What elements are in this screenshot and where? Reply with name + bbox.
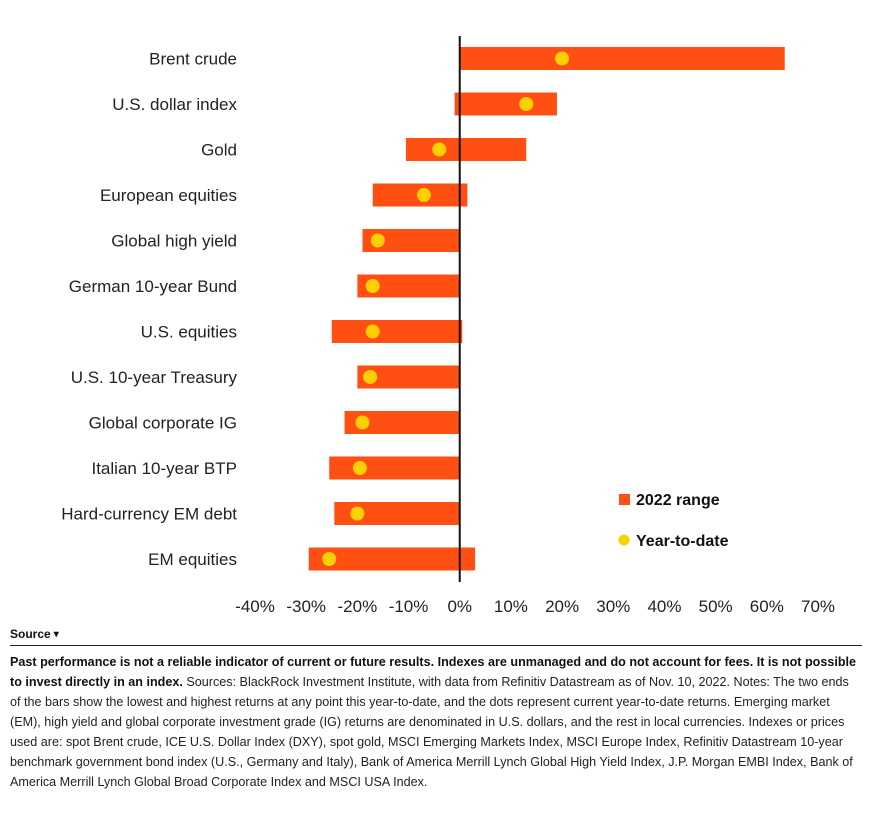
- category-label: German 10-year Bund: [69, 277, 237, 296]
- category-label: Global high yield: [111, 232, 237, 251]
- ytd-dot: [352, 461, 367, 475]
- range-bar: [459, 47, 785, 70]
- category-label: U.S. dollar index: [112, 95, 237, 114]
- range-bar: [357, 274, 460, 298]
- source-section: Source ▾ Past performance is not a relia…: [10, 626, 862, 792]
- category-label: Brent crude: [149, 50, 237, 69]
- range-bar: [331, 320, 463, 343]
- x-axis-tick-labels: -40% -30% -20% -10% 0% 10% 20% 30% 40% 50% 60% 70%: [235, 597, 835, 616]
- ytd-dot: [350, 506, 365, 521]
- ytd-dot: [365, 324, 380, 339]
- legend-ytd-swatch: [618, 534, 630, 546]
- range-bar: [329, 456, 460, 480]
- ytd-dot: [355, 415, 370, 430]
- category-label: Gold: [201, 141, 237, 160]
- x-tick-label: -40%: [235, 597, 275, 616]
- source-notes: Sources: BlackRock Investment Institute,…: [10, 675, 853, 789]
- chevron-down-icon: ▾: [53, 628, 59, 640]
- x-tick-label: 30%: [596, 597, 630, 616]
- ytd-dot: [370, 233, 385, 248]
- range-bar: [344, 411, 460, 434]
- ytd-dot: [519, 97, 534, 111]
- source-divider: [10, 645, 862, 646]
- dots-layer: [322, 51, 570, 566]
- range-bar: [405, 138, 527, 161]
- ytd-dot: [363, 370, 378, 384]
- source-toggle-button[interactable]: Source ▾: [10, 626, 862, 642]
- category-label: European equities: [100, 186, 237, 205]
- range-bar: [454, 92, 557, 116]
- source-text: Past performance is not a reliable indic…: [10, 652, 862, 792]
- range-bar: [308, 547, 476, 571]
- range-chart: Brent crude U.S. dollar index Gold European…: [61, 36, 835, 616]
- x-tick-label: 50%: [699, 597, 733, 616]
- x-tick-label: 10%: [494, 597, 528, 616]
- legend-range-swatch: [619, 494, 630, 505]
- ytd-dot: [322, 552, 337, 566]
- legend-range-label: 2022 range: [636, 492, 720, 509]
- x-tick-label: 60%: [750, 597, 784, 616]
- x-tick-label: 20%: [545, 597, 579, 616]
- x-tick-label: 0%: [447, 597, 472, 616]
- ytd-dot: [555, 51, 570, 66]
- category-label: U.S. equities: [141, 323, 237, 342]
- category-label: Hard-currency EM debt: [61, 505, 237, 524]
- ytd-dot: [416, 188, 431, 202]
- range-bar: [362, 229, 460, 252]
- category-label: Italian 10-year BTP: [91, 459, 237, 478]
- x-tick-label: 70%: [801, 597, 835, 616]
- category-label: Global corporate IG: [89, 414, 237, 433]
- x-tick-label: -20%: [338, 597, 378, 616]
- source-toggle-label: Source: [10, 627, 51, 641]
- ytd-dot: [432, 142, 447, 157]
- category-label: EM equities: [148, 550, 237, 569]
- range-bar: [334, 502, 460, 525]
- range-bar: [357, 365, 460, 389]
- x-tick-label: -30%: [286, 597, 326, 616]
- source-disclaimer: Past performance is not a reliable indic…: [10, 655, 857, 689]
- category-label: U.S. 10-year Treasury: [71, 368, 238, 387]
- category-labels: Brent crude U.S. dollar index Gold European…: [61, 50, 237, 570]
- ytd-dot: [365, 279, 380, 293]
- legend: 2022 range Year-to-date: [618, 492, 729, 550]
- legend-ytd-label: Year-to-date: [636, 533, 729, 550]
- x-tick-label: -10%: [389, 597, 429, 616]
- x-tick-label: 40%: [647, 597, 681, 616]
